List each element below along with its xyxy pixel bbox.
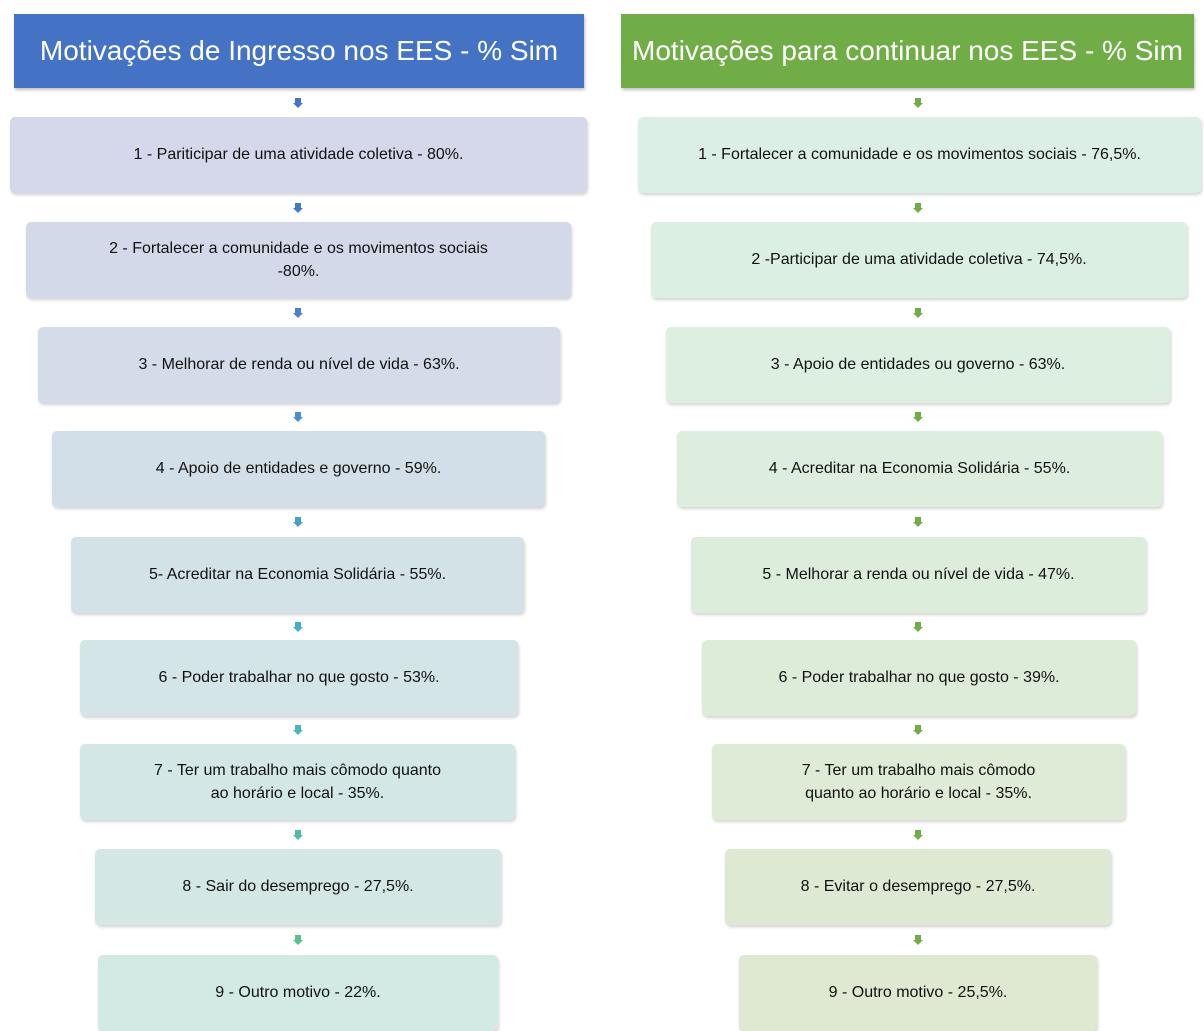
left-header: Motivações de Ingresso nos EES - % Sim xyxy=(14,14,584,88)
right-item: 2 -Participar de uma atividade coletiva … xyxy=(651,222,1187,298)
left-item: 4 - Apoio de entidades e governo - 59%. xyxy=(52,431,545,507)
left-item: 9 - Outro motivo - 22%. xyxy=(98,955,498,1031)
right-item: 4 - Acreditar na Economia Solidária - 55… xyxy=(677,431,1162,507)
left-item: 6 - Poder trabalhar no que gosto - 53%. xyxy=(80,640,518,716)
right-item: 1 - Fortalecer a comunidade e os movimen… xyxy=(638,117,1201,193)
left-item: 3 - Melhorar de renda ou nível de vida -… xyxy=(38,327,560,403)
right-item: 9 - Outro motivo - 25,5%. xyxy=(739,955,1097,1031)
right-item: 3 - Apoio de entidades ou governo - 63%. xyxy=(666,327,1170,403)
right-item: 6 - Poder trabalhar no que gosto - 39%. xyxy=(702,640,1136,716)
left-item: 1 - Pariticipar de uma atividade coletiv… xyxy=(10,117,587,193)
left-item: 7 - Ter um trabalho mais cômodo quanto a… xyxy=(80,744,515,820)
right-item: 8 - Evitar o desemprego - 27,5%. xyxy=(725,849,1111,925)
right-item: 7 - Ter um trabalho mais cômodo quanto a… xyxy=(712,744,1125,820)
left-item: 2 - Fortalecer a comunidade e os movimen… xyxy=(26,222,571,298)
right-item: 5 - Melhorar a renda ou nível de vida - … xyxy=(691,537,1146,613)
left-item: 8 - Sair do desemprego - 27,5%. xyxy=(95,849,501,925)
left-item: 5- Acreditar na Economia Solidária - 55%… xyxy=(71,537,524,613)
right-header: Motivações para continuar nos EES - % Si… xyxy=(621,14,1194,88)
